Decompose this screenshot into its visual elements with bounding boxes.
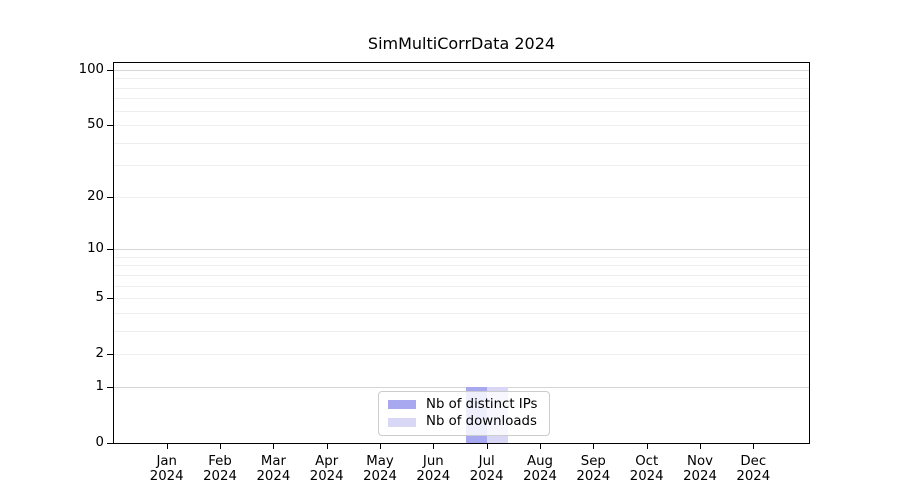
x-tick xyxy=(433,444,435,449)
y-tick xyxy=(107,387,113,388)
x-tick xyxy=(273,444,275,449)
y-tick-label: 1 xyxy=(95,379,104,394)
x-tick-label: Nov 2024 xyxy=(668,454,732,485)
x-tick-label-month: Dec xyxy=(740,454,767,469)
y-tick xyxy=(107,196,113,198)
x-tick-label: Jun 2024 xyxy=(401,454,465,485)
y-gridline-minor xyxy=(114,110,809,112)
y-gridline-minor xyxy=(114,98,809,100)
x-tick-label-month: Feb xyxy=(208,454,232,469)
y-gridline-minor xyxy=(114,196,809,198)
y-gridline-minor xyxy=(114,285,809,287)
y-gridline-minor xyxy=(114,354,809,356)
y-tick-label: 50 xyxy=(87,117,104,133)
x-tick-label-year: 2024 xyxy=(363,469,397,485)
legend-entry-distinct-ips: Nb of distinct IPs xyxy=(388,396,540,414)
chart-title: SimMultiCorrData 2024 xyxy=(367,34,556,53)
x-tick xyxy=(166,444,168,449)
legend-entry-downloads: Nb of downloads xyxy=(388,414,540,432)
y-gridline-minor xyxy=(114,78,809,80)
y-tick-label: 5 xyxy=(95,290,104,306)
x-tick-label-month: Apr xyxy=(315,454,339,469)
x-tick-label-month: Jan xyxy=(156,454,177,469)
x-tick-label: Apr 2024 xyxy=(295,454,359,485)
y-tick xyxy=(107,298,113,300)
y-gridline-minor xyxy=(114,274,809,276)
x-tick-label: Jan 2024 xyxy=(135,454,199,485)
legend: Nb of distinct IPs Nb of downloads xyxy=(378,391,550,436)
y-gridline-minor xyxy=(114,265,809,267)
x-tick-label-month: Aug xyxy=(527,454,553,469)
x-tick-label-year: 2024 xyxy=(416,469,451,485)
y-tick-label: 20 xyxy=(87,188,104,204)
legend-swatch-downloads xyxy=(388,417,416,427)
y-tick xyxy=(107,354,113,356)
y-gridline-minor xyxy=(114,330,809,332)
y-tick xyxy=(107,249,113,251)
x-tick xyxy=(486,444,488,449)
x-tick-label-year: 2024 xyxy=(683,469,717,485)
y-gridline-minor xyxy=(114,256,809,258)
x-tick-label: Oct 2024 xyxy=(615,454,679,485)
x-tick-label: Aug 2024 xyxy=(508,454,572,485)
y-gridline-minor xyxy=(114,87,809,89)
x-tick xyxy=(646,444,648,449)
y-tick-label: 0 xyxy=(95,435,104,450)
x-tick-label-year: 2024 xyxy=(523,469,557,485)
plot-area: 0 1 2 5 10 20 50 100 Jan 2024 Feb 2024 Mar 2024 Apr 202… xyxy=(79,62,810,484)
x-tick-label-month: Oct xyxy=(635,454,659,469)
y-gridline-major xyxy=(114,249,809,251)
y-tick xyxy=(107,69,113,71)
y-gridline-major xyxy=(114,387,809,388)
x-tick xyxy=(326,444,328,449)
y-tick xyxy=(107,443,113,444)
x-tick-label-year: 2024 xyxy=(469,469,504,485)
y-gridline-minor xyxy=(114,298,809,300)
x-tick-label-year: 2024 xyxy=(309,469,344,485)
x-tick-label-month: Mar xyxy=(260,454,286,469)
legend-label-downloads: Nb of downloads xyxy=(426,414,537,430)
x-tick-label-year: 2024 xyxy=(256,469,291,485)
legend-label-distinct-ips: Nb of distinct IPs xyxy=(426,396,538,412)
x-tick-label-year: 2024 xyxy=(203,469,237,485)
x-tick-label-year: 2024 xyxy=(576,469,611,485)
x-tick-label-year: 2024 xyxy=(149,469,184,485)
x-tick-label-month: Sep xyxy=(580,454,606,469)
x-tick xyxy=(593,444,595,449)
y-gridline-minor xyxy=(114,142,809,144)
x-tick-label-year: 2024 xyxy=(629,469,664,485)
x-tick-label: May 2024 xyxy=(348,454,412,485)
y-tick-label: 100 xyxy=(78,61,104,77)
y-tick-label: 10 xyxy=(87,241,104,257)
x-tick xyxy=(220,444,221,449)
x-tick-label: Sep 2024 xyxy=(561,454,625,485)
x-tick-label-month: Jun xyxy=(422,454,444,469)
x-tick xyxy=(753,444,755,449)
legend-swatch-distinct-ips xyxy=(388,400,416,410)
x-tick-label: Dec 2024 xyxy=(721,454,785,485)
y-gridline-major xyxy=(114,69,809,71)
y-tick xyxy=(107,125,113,127)
x-tick-label-year: 2024 xyxy=(736,469,771,485)
x-tick-label-month: Nov xyxy=(687,454,713,469)
y-gridline-minor xyxy=(114,125,809,127)
x-tick-label: Jul 2024 xyxy=(455,454,519,485)
x-tick xyxy=(700,444,701,449)
x-tick xyxy=(380,444,381,449)
x-tick-label: Feb 2024 xyxy=(188,454,252,485)
y-gridline-minor xyxy=(114,312,809,314)
y-tick-label: 2 xyxy=(95,346,104,362)
x-tick-label: Mar 2024 xyxy=(241,454,305,485)
y-gridline-minor xyxy=(114,165,809,167)
x-tick-label-month: May xyxy=(366,454,394,469)
x-tick-label-month: Jul xyxy=(478,454,495,469)
x-tick xyxy=(540,444,541,449)
